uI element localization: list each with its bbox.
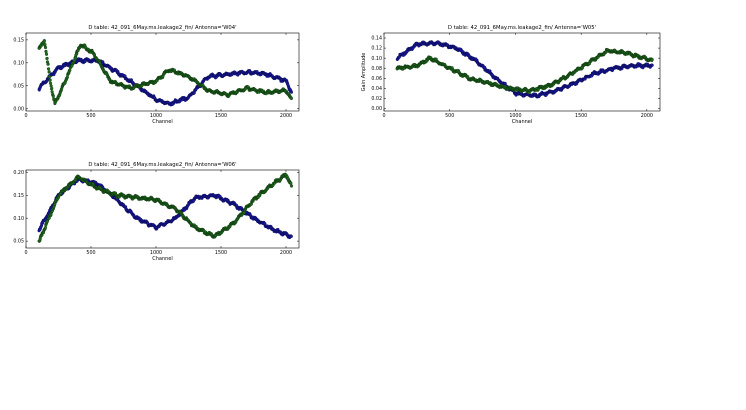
data-point [49,81,53,85]
data-point [43,226,47,230]
x-tick-label: 500 [86,113,95,119]
series-1 [37,176,293,240]
data-point [289,234,293,238]
y-tick-label: 0.10 [13,60,24,66]
y-tick-label: 0.14 [371,36,382,42]
series-2 [395,47,654,94]
chart-title: D table: 42_091_6May.ms.leakage2_fin/ An… [448,25,596,31]
data-point [48,75,52,79]
data-point [45,56,49,60]
x-tick-label: 1500 [575,113,587,119]
chart-panel-2: D table: 42_091_6May.ms.leakage2_fin/ An… [361,25,661,125]
data-point [47,67,51,71]
data-point [51,95,55,98]
y-tick-label: 0.12 [371,46,382,52]
data-point [44,46,47,50]
data-point [68,68,72,72]
x-axis-label: Channel [512,119,533,125]
data-point [50,90,54,94]
y-tick-label: 0.00 [13,106,24,112]
y-tick-label: 0.00 [371,106,382,112]
data-point [44,52,48,56]
data-point [650,63,654,67]
data-point [47,70,51,74]
data-point [290,90,294,94]
chart-title: D table: 42_091_6May.ms.leakage2_fin/ An… [88,162,236,168]
data-point [43,43,47,46]
y-tick-label: 0.08 [371,66,382,72]
data-point [49,213,53,217]
y-axis-label: Gain Amplitude [361,53,367,92]
series-1 [37,57,294,107]
chart-panel-1: D table: 42_091_6May.ms.leakage2_fin/ An… [13,25,300,125]
x-axis-label: Channel [152,119,173,125]
data-point [46,62,50,66]
x-tick-label: 1500 [215,113,227,119]
chart-title: D table: 42_091_6May.ms.leakage2_fin/ An… [88,25,236,31]
y-tick-label: 0.02 [371,96,382,102]
chart-panel-3: D table: 42_091_6May.ms.leakage2_fin/ An… [13,162,300,262]
data-point [42,39,46,43]
y-tick-label: 0.15 [13,37,24,43]
y-tick-label: 0.04 [371,86,382,92]
y-tick-label: 0.06 [371,76,382,82]
data-point [38,237,42,241]
y-tick-label: 0.10 [371,56,382,62]
x-tick-label: 0 [382,113,385,119]
x-tick-label: 500 [445,113,454,119]
data-point [123,74,127,78]
data-point [289,96,293,100]
x-tick-label: 0 [24,113,27,119]
y-tick-label: 0.05 [13,83,24,89]
data-point [48,78,52,82]
x-tick-label: 2000 [641,113,653,119]
data-point [49,84,53,88]
data-point [650,58,654,62]
x-tick-label: 2000 [280,113,292,119]
data-point [50,86,54,90]
